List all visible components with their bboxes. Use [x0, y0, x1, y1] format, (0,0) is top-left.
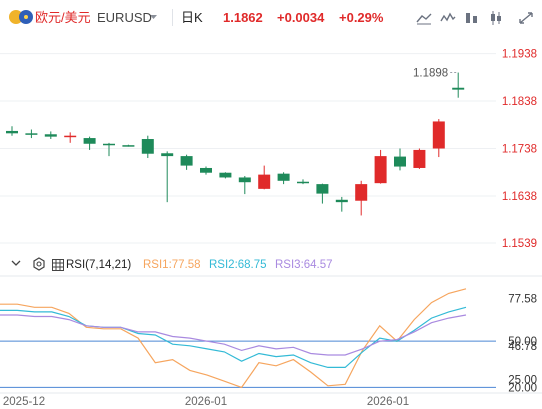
price-change: +0.0034 [277, 10, 325, 25]
candle-down [238, 177, 251, 183]
line-tool-button[interactable] [414, 9, 434, 27]
rsi-legend-icons [11, 257, 45, 271]
candlestick-tool-icon [491, 11, 501, 25]
fullscreen-icon [519, 12, 533, 24]
rsi-series-1-line [0, 288, 467, 389]
grid-lines [0, 53, 496, 244]
candle-down [141, 139, 154, 154]
last-price: 1.1862 [223, 10, 263, 25]
candle-down [335, 199, 348, 203]
price-tick-label: 1.1838 [502, 96, 537, 108]
candle-down [25, 133, 38, 135]
candle-down [180, 156, 193, 166]
rsi-legend [0, 254, 542, 276]
price-tick-label: 1.1938 [502, 49, 537, 61]
price-tick-label: 1.1638 [502, 191, 537, 203]
candlestick-series [6, 72, 465, 216]
price-annotations: 1.18981.1578 [413, 68, 457, 80]
price-tick-label: 1.1539 [502, 238, 537, 250]
timeframe-selector[interactable]: 日K [181, 10, 203, 25]
rsi3-legend: RSI3:64.57 [275, 259, 333, 271]
candle-down [452, 87, 465, 90]
time-axis-label: 2026-01 [367, 396, 409, 408]
candle-down [6, 130, 18, 134]
rsi2-legend: RSI2:68.75 [209, 259, 267, 271]
settings-icon[interactable] [33, 257, 45, 271]
candle-down [103, 143, 115, 146]
time-axis-label: 2025-12 [3, 396, 45, 408]
rsi-tick-label: 50.00 [508, 336, 537, 348]
symbol-dropdown-icon[interactable] [150, 15, 157, 19]
rsi-tick-label: 77.58 [508, 294, 537, 306]
candle-up [374, 156, 387, 184]
sparkline-tool-icon [440, 12, 456, 22]
time-axis: 2025-12 2026-01 2026-01 [0, 392, 542, 408]
candle-up [413, 149, 426, 168]
symbol-code-label[interactable]: EURUSD [97, 10, 152, 25]
candle-up [258, 174, 271, 189]
rsi-tick-label: 25.00 [508, 375, 537, 387]
rsi-series-2-line [0, 306, 467, 368]
collapse-chevron-icon[interactable] [11, 260, 21, 266]
symbol-cn-label[interactable]: 欧元/美元 [35, 10, 91, 25]
rsi1-legend: RSI1:77.58 [143, 259, 201, 271]
price-change-pct: +0.29% [339, 10, 384, 25]
candle-down [200, 167, 212, 173]
header-separator [172, 9, 173, 26]
price-tick-label: 1.1738 [502, 144, 537, 156]
rsi-series-3-line [0, 314, 467, 356]
rsi-tick-label: 20.00 [508, 382, 537, 394]
rsi-tick-label: 46.78 [508, 341, 537, 353]
currency-pair-icon [9, 10, 33, 24]
sparkline-tool-button[interactable] [438, 9, 458, 27]
candle-up [355, 184, 368, 201]
candlestick-tool-button[interactable] [486, 9, 506, 27]
time-axis-label: 2026-01 [185, 396, 227, 408]
candle-up [64, 135, 77, 138]
candle-down [219, 172, 232, 178]
candle-down [44, 134, 57, 137]
candle-down [394, 156, 406, 167]
rsi-indicator-name[interactable]: RSI(7,14,21) [66, 259, 132, 271]
candle-down [277, 173, 290, 181]
candle-down [316, 184, 329, 194]
indicator-icon[interactable] [52, 259, 64, 271]
candle-down [83, 138, 96, 144]
candle-down [297, 181, 309, 184]
candle-down [161, 153, 174, 157]
candle-down [122, 145, 135, 147]
line-tool-icon [416, 13, 432, 25]
bar-tool-button[interactable] [462, 9, 482, 27]
price-axis: 1.1938 1.1838 1.1738 1.1638 1.1539 [502, 49, 537, 250]
chart-header: 欧元/美元 EURUSD 日K 1.1862 +0.0034 +0.29% [0, 0, 542, 36]
header-graphics [9, 10, 157, 24]
high-price-annotation: 1.1898 [413, 68, 448, 80]
bar-tool-icon [466, 13, 477, 23]
candle-up [432, 121, 445, 149]
fullscreen-button[interactable] [516, 9, 536, 27]
